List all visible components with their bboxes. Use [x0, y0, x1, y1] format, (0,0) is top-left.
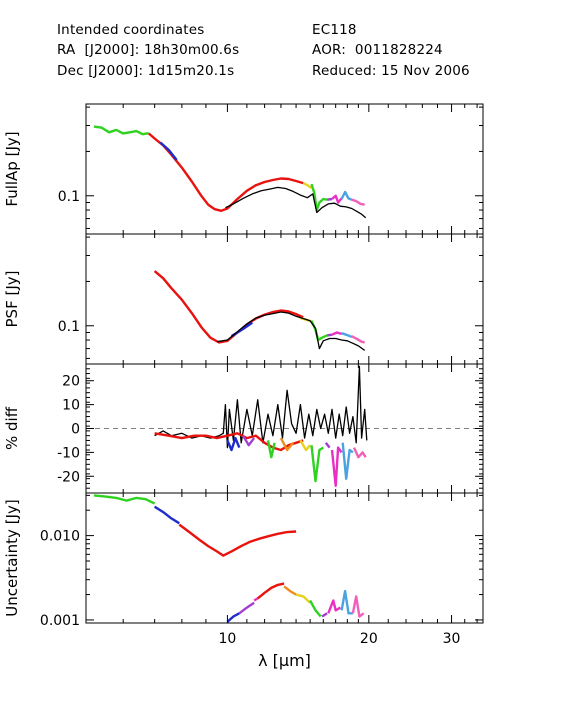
series-line-blue — [226, 612, 240, 623]
series-line-lightblue — [340, 589, 353, 615]
header-left-line-2: RA [J2000]: 18h30m00.6s — [57, 42, 240, 58]
series-line-green — [309, 599, 322, 618]
series-line-yellow — [295, 593, 311, 604]
series-line-red — [147, 132, 304, 212]
series-line-orange — [279, 437, 295, 452]
series-line-purple — [242, 435, 256, 447]
panel-frame — [85, 492, 484, 624]
x-tick-label: 10 — [219, 631, 237, 647]
y-axis-label: PSF [Jy] — [3, 271, 21, 328]
series-line-purple — [238, 601, 255, 615]
series-line-green — [93, 125, 149, 136]
panel-uncertainty: 0.001 0.010 Uncertainty [Jy] — [3, 492, 484, 629]
y-tick-label: -20 — [57, 469, 80, 485]
series-line-pink — [351, 198, 365, 206]
y-tick-label: 0.001 — [40, 613, 80, 629]
series-line-lightblue — [341, 442, 354, 480]
series-line-magenta — [253, 597, 259, 602]
y-axis-label: % diff — [3, 406, 21, 450]
y-axis-label: FullAp [Jy] — [3, 131, 21, 206]
series-line-green — [310, 320, 328, 342]
series-line-pink — [351, 335, 365, 344]
y-tick-label: 10 — [62, 398, 80, 414]
header-right-line-2: AOR: 0011828224 — [312, 42, 443, 58]
series-line-black — [154, 365, 368, 449]
series-line-black — [225, 186, 367, 219]
panel-diff: -20 -10 0 10 20 % diff — [3, 363, 484, 494]
series-line-yellow — [299, 439, 312, 452]
y-tick-label: 0 — [71, 422, 80, 438]
series-line-purple — [326, 333, 333, 337]
x-tick-label: 30 — [443, 631, 461, 647]
series-line-pink — [351, 595, 365, 618]
series-line-orange — [283, 585, 297, 596]
series-line-lightblue — [341, 332, 353, 339]
y-axis-label: Uncertainty [Jy] — [3, 499, 21, 616]
x-axis-label: λ [μm] — [258, 651, 311, 670]
panel-psf: 0.1 PSF [Jy] — [3, 233, 484, 365]
series-line-purple — [326, 197, 333, 201]
header-left-line-1: Intended coordinates — [57, 22, 205, 38]
header-right-line-1: EC118 — [312, 22, 357, 38]
series-line-red — [256, 582, 285, 600]
series-line-green — [310, 183, 328, 212]
series-line-purple — [321, 612, 328, 618]
panel-fullap: 0.1 FullAp [Jy] — [3, 103, 484, 235]
y-tick-label: 0.1 — [58, 319, 80, 335]
series-line-green — [266, 440, 276, 459]
series-line-green — [93, 494, 156, 505]
series-line-red — [178, 523, 297, 557]
header-right-line-3: Reduced: 15 Nov 2006 — [312, 63, 470, 79]
panel-frame — [85, 103, 484, 235]
y-tick-label: 0.010 — [40, 529, 80, 545]
series-line-magenta — [330, 446, 343, 487]
series-line-green — [310, 445, 324, 483]
panel-frame — [85, 233, 484, 365]
y-tick-label: 0.1 — [58, 189, 80, 205]
header-left-line-3: Dec [J2000]: 1d15m20.1s — [57, 63, 235, 79]
series-line-lightblue — [340, 190, 353, 201]
series-line-purple — [324, 442, 331, 449]
y-tick-label: -10 — [57, 445, 80, 461]
x-tick-label: 20 — [360, 631, 378, 647]
series-line-blue — [159, 141, 178, 161]
series-line-black — [216, 311, 366, 351]
series-line-blue — [226, 436, 241, 452]
series-line-red — [153, 270, 304, 344]
series-line-magenta — [331, 331, 342, 336]
series-line-blue — [153, 505, 180, 525]
series-line-magenta — [327, 599, 341, 614]
series-line-yellow — [302, 182, 313, 189]
series-line-magenta — [331, 194, 343, 204]
y-tick-label: 20 — [62, 374, 80, 390]
series-line-pink — [352, 447, 367, 459]
